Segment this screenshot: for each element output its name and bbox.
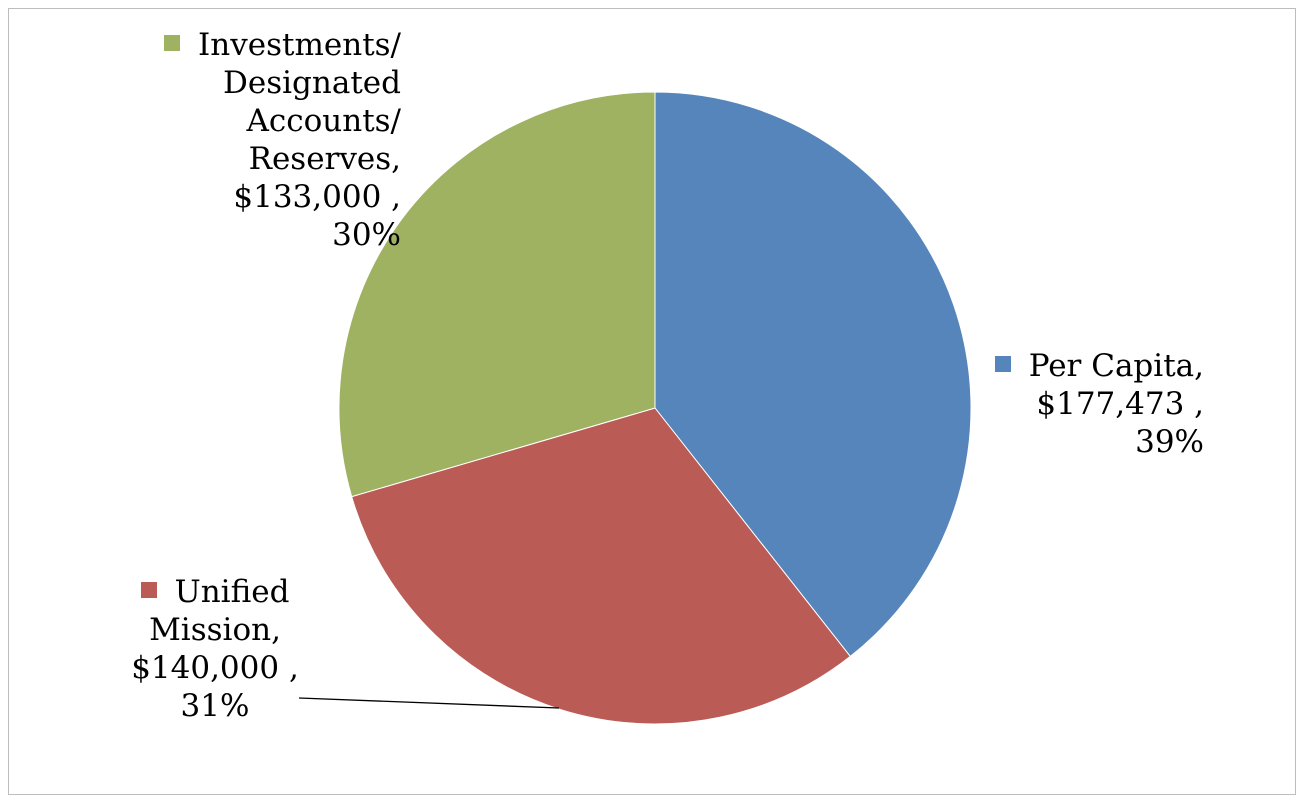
data-label-per-capita: Per Capita, $177,473 , 39% — [994, 347, 1204, 461]
label-line: 39% — [1135, 424, 1204, 460]
label-line: Per Capita, — [1028, 348, 1204, 384]
investments-swatch-icon — [164, 35, 181, 51]
label-line: 31% — [180, 688, 250, 724]
label-line: Mission, — [149, 612, 281, 648]
label-first-line: Per Capita, — [994, 347, 1204, 385]
per-capita-swatch-icon — [994, 356, 1011, 372]
label-line: Designated — [223, 65, 401, 101]
label-line: Investments/ — [198, 27, 401, 63]
label-line: $140,000 , — [131, 650, 299, 686]
data-label-investments: Investments/ Designated Accounts/ Reserv… — [139, 26, 401, 254]
chart-frame: Per Capita, $177,473 , 39% Unified Missi… — [8, 8, 1296, 795]
label-line: 30% — [332, 217, 401, 253]
unified-mission-swatch-icon — [140, 582, 157, 598]
pie-slice-per-capita — [654, 91, 972, 658]
unified-mission-leader-line — [298, 697, 560, 709]
label-first-line: Unified — [105, 573, 325, 611]
label-first-line: Investments/ — [139, 26, 401, 64]
pie-slice-unified-mission — [351, 407, 851, 725]
label-line: $177,473 , — [1036, 386, 1204, 422]
pie-chart — [298, 91, 972, 725]
data-label-unified-mission: Unified Mission, $140,000 , 31% — [105, 573, 325, 725]
label-line: Accounts/ — [246, 103, 401, 139]
label-line: Reserves, — [248, 141, 401, 177]
label-line: $133,000 , — [233, 179, 401, 215]
pie-slices — [338, 91, 972, 725]
label-line: Unified — [174, 574, 290, 610]
pie-slice-investments — [338, 91, 656, 498]
